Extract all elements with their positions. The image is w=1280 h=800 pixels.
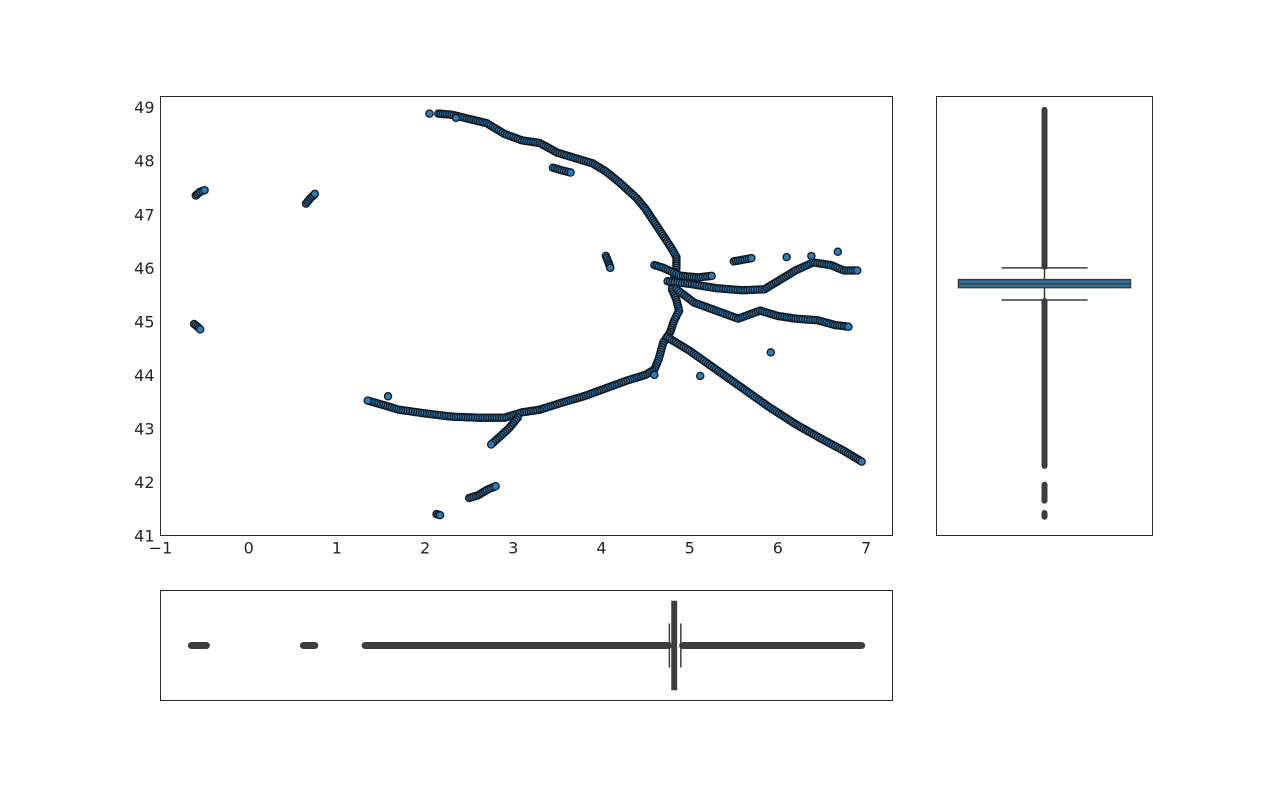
scatter-point bbox=[857, 457, 866, 466]
scatter-point bbox=[707, 271, 716, 281]
scatter-point bbox=[435, 510, 445, 520]
scatter-point bbox=[363, 396, 373, 405]
x-marginal-boxplot bbox=[160, 590, 893, 701]
scatter-point bbox=[310, 189, 320, 199]
y-tick-label: 48 bbox=[134, 152, 154, 171]
y-tick-label: 47 bbox=[134, 205, 154, 224]
x-tick-label: 1 bbox=[332, 539, 342, 558]
y-tick-label: 41 bbox=[134, 527, 154, 546]
y-tick-label: 46 bbox=[134, 259, 154, 278]
x-tick-label: 4 bbox=[596, 539, 606, 558]
scatter-point bbox=[747, 253, 756, 263]
scatter-point bbox=[807, 251, 816, 261]
y-tick-label: 43 bbox=[134, 419, 154, 438]
x-tick-label: 0 bbox=[244, 539, 254, 558]
scatter-point bbox=[566, 168, 575, 177]
y-tick-label: 44 bbox=[134, 366, 154, 385]
scatter-point bbox=[852, 266, 862, 275]
scatter-point bbox=[844, 322, 853, 331]
x-tick-label: 3 bbox=[508, 539, 518, 558]
y-tick-label: 45 bbox=[134, 312, 154, 331]
scatter-point bbox=[606, 263, 615, 273]
scatter-point bbox=[425, 109, 434, 118]
y-tick-label: 49 bbox=[134, 98, 154, 117]
scatter-point bbox=[491, 481, 500, 491]
scatter-point bbox=[833, 247, 843, 257]
x-tick-label: 6 bbox=[773, 539, 783, 558]
scatter-point bbox=[200, 185, 209, 195]
x-tick-label: −1 bbox=[149, 539, 173, 558]
y-tick-labels: 41 42 43 44 45 46 47 48 49 bbox=[134, 98, 154, 545]
scatter-point bbox=[695, 371, 705, 381]
scatter-point bbox=[766, 348, 776, 357]
x-tick-label: 5 bbox=[685, 539, 695, 558]
scatter-point bbox=[782, 252, 791, 262]
scatter-point bbox=[650, 370, 659, 380]
y-boxplot-marks bbox=[957, 106, 1132, 520]
scatter-point bbox=[451, 113, 461, 123]
x-tick-label: 7 bbox=[861, 539, 871, 558]
y-marginal-boxplot bbox=[936, 96, 1153, 536]
x-tick-labels: −1 0 1 2 3 4 5 6 7 bbox=[149, 539, 871, 558]
scatter-point bbox=[383, 392, 393, 401]
x-boxplot-marks bbox=[187, 600, 866, 691]
scatter-marks bbox=[189, 109, 866, 520]
scatter-point bbox=[195, 325, 205, 334]
scatter-point bbox=[486, 440, 496, 449]
y-tick-label: 42 bbox=[134, 473, 154, 492]
x-tick-label: 2 bbox=[420, 539, 430, 558]
